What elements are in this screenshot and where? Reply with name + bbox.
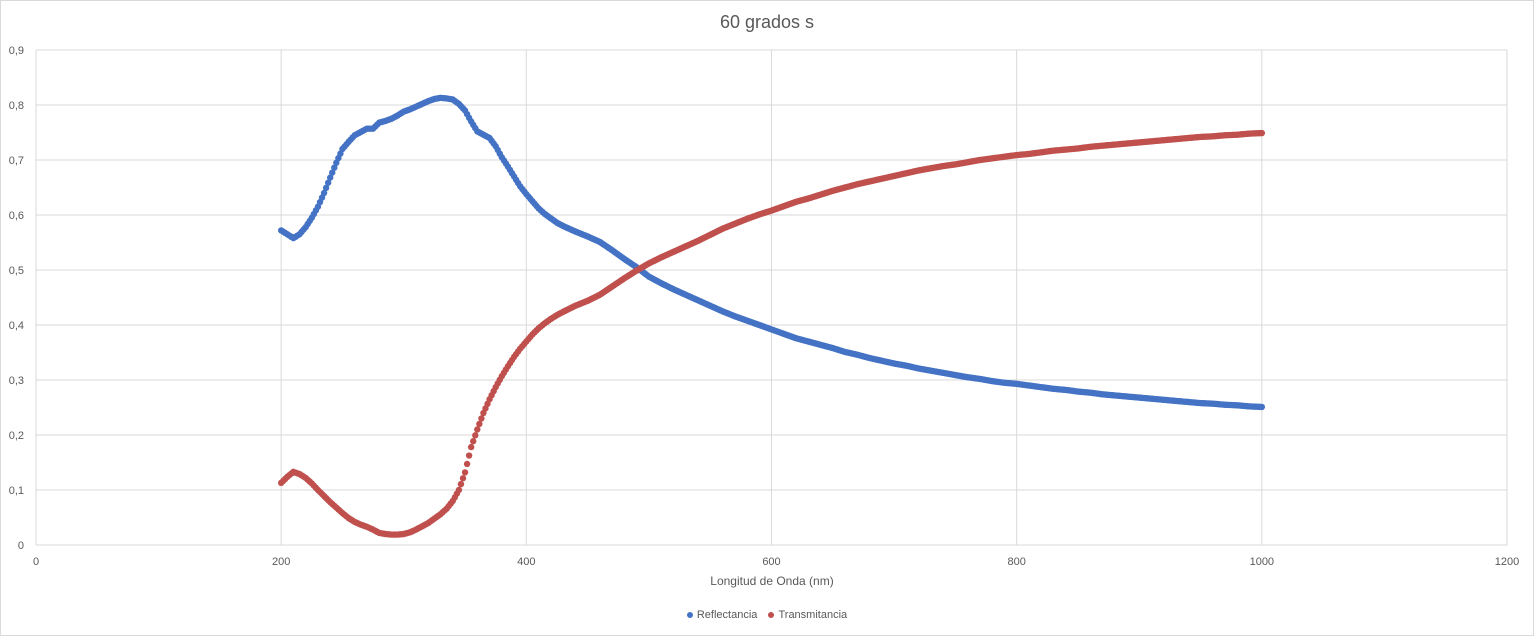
data-point [327,174,334,181]
x-tick-label: 600 [762,556,780,568]
x-tick-label: 0 [33,556,39,568]
x-tick-label: 800 [1007,556,1025,568]
data-point [1258,403,1266,411]
data-point [461,469,469,476]
y-tick-label: 0,9 [9,45,24,57]
y-tick-label: 0,8 [9,100,24,112]
x-tick-label: 1200 [1495,556,1519,568]
legend-label-transmitancia: Transmitancia [778,609,848,621]
legend-item-reflectancia: Reflectancia [686,609,758,621]
data-point-interp [470,438,477,445]
x-tick-label: 200 [272,556,290,568]
series-layer [277,94,1266,538]
x-tick-label: 400 [517,556,535,568]
x-axis-label: Longitud de Onda (nm) [710,574,834,588]
data-point-interp [324,179,332,186]
y-tick-label: 0,1 [9,485,24,497]
y-tick-labels: 0 0,1 0,2 0,3 0,4 0,5 0,6 0,7 0,8 0,9 [9,45,24,552]
legend-label-reflectancia: Reflectancia [696,609,758,621]
data-point [320,189,328,197]
y-tick-label: 0,5 [9,265,24,277]
data-point-interp [322,184,330,192]
legend-marker-transmitancia [768,612,775,618]
data-point-interp [472,432,479,439]
data-point-interp [463,460,471,468]
y-tick-label: 0,3 [9,375,24,387]
data-point-interp [457,480,465,488]
y-tick-label: 0,2 [9,430,24,442]
data-point-interp [478,415,485,422]
data-point-interp [459,475,467,482]
data-point-interp [476,420,483,428]
y-tick-label: 0 [18,540,24,552]
legend-marker-reflectancia [686,612,693,618]
data-point [474,426,481,433]
data-point-interp [465,452,473,459]
data-point [1258,129,1266,137]
x-tick-label: 1000 [1250,556,1274,568]
data-point [467,443,475,451]
y-tick-label: 0,6 [9,210,24,222]
series-transmitancia [277,129,1266,538]
chart-title: 60 grados s [719,12,815,32]
data-point [455,486,463,494]
x-tick-labels: 0 200 400 600 800 1000 1200 [33,556,1519,568]
y-tick-label: 0,4 [9,320,24,332]
data-point-interp [329,169,336,176]
data-point-interp [331,164,338,171]
legend: Reflectancia Transmitancia [0,609,1534,621]
grid-lines [35,49,1508,546]
legend-item-transmitancia: Transmitancia [768,609,847,621]
series-reflectancia [277,94,1266,411]
y-tick-label: 0,7 [9,155,24,167]
